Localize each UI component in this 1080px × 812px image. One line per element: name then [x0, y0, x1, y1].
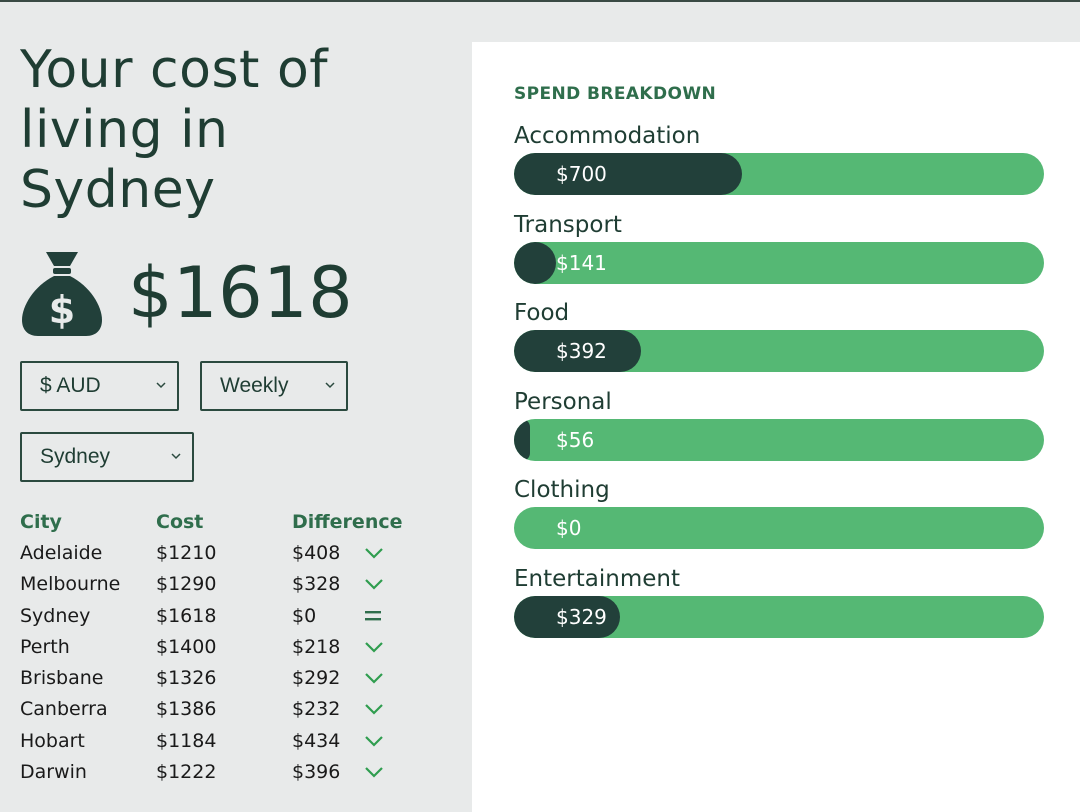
- table-row: Perth $1400 $218: [20, 631, 440, 662]
- breakdown-value: $700: [556, 162, 607, 186]
- breakdown-label: Entertainment: [514, 566, 680, 592]
- row-difference: $434: [292, 729, 341, 752]
- row-cost: $1386: [156, 698, 217, 721]
- row-cost: $1326: [156, 667, 217, 690]
- table-row: Canberra $1386 $232: [20, 694, 440, 725]
- breakdown-bar: $700: [514, 153, 1044, 195]
- total-cost: $ $1618: [20, 250, 353, 336]
- header-difference: Difference: [292, 510, 403, 533]
- breakdown-bar: $141: [514, 241, 1044, 284]
- breakdown-bar: $329: [514, 596, 1044, 638]
- breakdown-label: Personal: [514, 388, 612, 415]
- table-row: Hobart $1184 $434: [20, 725, 440, 756]
- breakdown-item: Accommodation $700: [514, 119, 1044, 195]
- breakdown-title: SPEND BREAKDOWN: [514, 84, 717, 104]
- row-cost: $1290: [156, 573, 217, 596]
- city-select[interactable]: Sydney: [20, 432, 194, 482]
- row-difference: $232: [292, 698, 341, 721]
- breakdown-bar: $0: [514, 507, 1044, 550]
- summary-column: Your cost of living in Sydney $ $1618 $ …: [20, 40, 440, 783]
- breakdown-value: $56: [556, 427, 595, 452]
- page-title: Your cost of living in Sydney: [20, 40, 440, 220]
- table-header: City Cost Difference: [20, 506, 440, 537]
- chevron-down-icon: [325, 382, 335, 389]
- top-border: [0, 0, 1080, 2]
- row-city: Adelaide: [20, 541, 103, 564]
- chevron-down-icon: [171, 453, 181, 460]
- table-row: Brisbane $1326 $292: [20, 662, 440, 693]
- money-bag-icon: $: [22, 252, 102, 336]
- row-city: Canberra: [20, 698, 108, 721]
- currency-select[interactable]: $ AUD: [20, 361, 179, 411]
- chevron-down-icon: [364, 671, 404, 685]
- spend-breakdown-panel: SPEND BREAKDOWN Accommodation $700 Transpo…: [472, 42, 1080, 812]
- breakdown-value: $141: [556, 250, 607, 275]
- row-city: Melbourne: [20, 573, 121, 596]
- chevron-down-icon: [364, 765, 404, 779]
- breakdown-bar-fill: [514, 596, 620, 638]
- row-cost: $1210: [156, 541, 217, 564]
- equals-icon: [364, 609, 404, 623]
- city-select-value: Sydney: [40, 445, 111, 468]
- header-city: City: [20, 510, 62, 533]
- row-cost: $1222: [156, 761, 217, 784]
- row-city: Darwin: [20, 761, 87, 784]
- breakdown-item: Clothing $0: [514, 473, 1044, 550]
- row-difference: $0: [292, 604, 317, 627]
- row-city: Perth: [20, 635, 70, 658]
- chevron-down-icon: [364, 577, 404, 591]
- chevron-down-icon: [156, 382, 166, 389]
- breakdown-bar: $56: [514, 418, 1044, 461]
- breakdown-item: Entertainment $329: [514, 562, 1044, 638]
- title-line-2: living in: [20, 100, 229, 160]
- row-city: Sydney: [20, 604, 91, 627]
- breakdown-item: Food $392: [514, 296, 1044, 373]
- svg-text:$: $: [49, 288, 75, 332]
- breakdown-bar-fill: [514, 241, 557, 284]
- period-select[interactable]: Weekly: [200, 361, 348, 411]
- city-comparison-table: City Cost Difference Adelaide $1210 $408 Me…: [20, 506, 440, 788]
- breakdown-item: Personal $56: [514, 385, 1044, 461]
- period-select-value: Weekly: [220, 374, 289, 397]
- breakdown-bar-fill: [514, 330, 642, 373]
- row-cost: $1618: [156, 604, 217, 627]
- breakdown-label: Transport: [514, 211, 622, 238]
- currency-select-value: $ AUD: [40, 374, 101, 397]
- row-difference: $218: [292, 635, 341, 658]
- title-line-1: Your cost of: [20, 40, 329, 100]
- row-difference: $292: [292, 667, 341, 690]
- breakdown-item: Transport $141: [514, 208, 1044, 284]
- breakdown-label: Accommodation: [514, 123, 701, 149]
- title-line-3: Sydney: [20, 160, 216, 220]
- table-row: Adelaide $1210 $408: [20, 537, 440, 568]
- chevron-down-icon: [364, 546, 404, 560]
- breakdown-value: $0: [556, 516, 582, 541]
- row-cost: $1184: [156, 729, 217, 752]
- row-city: Brisbane: [20, 667, 104, 690]
- breakdown-bar-fill: [514, 153, 742, 195]
- chevron-down-icon: [364, 702, 404, 716]
- breakdown-bar: $392: [514, 330, 1044, 373]
- row-difference: $396: [292, 761, 341, 784]
- chevron-down-icon: [364, 734, 404, 748]
- breakdown-value: $392: [556, 339, 607, 364]
- row-city: Hobart: [20, 729, 85, 752]
- row-cost: $1400: [156, 635, 217, 658]
- row-difference: $408: [292, 541, 341, 564]
- row-difference: $328: [292, 573, 341, 596]
- total-amount: $1618: [128, 252, 354, 334]
- breakdown-value: $329: [556, 605, 607, 629]
- header-cost: Cost: [156, 510, 204, 533]
- table-row: Darwin $1222 $396: [20, 756, 440, 787]
- table-row: Sydney $1618 $0: [20, 600, 440, 631]
- breakdown-bar-fill: [514, 418, 530, 461]
- chevron-down-icon: [364, 640, 404, 654]
- table-row: Melbourne $1290 $328: [20, 569, 440, 600]
- breakdown-label: Clothing: [514, 477, 610, 504]
- breakdown-label: Food: [514, 300, 570, 327]
